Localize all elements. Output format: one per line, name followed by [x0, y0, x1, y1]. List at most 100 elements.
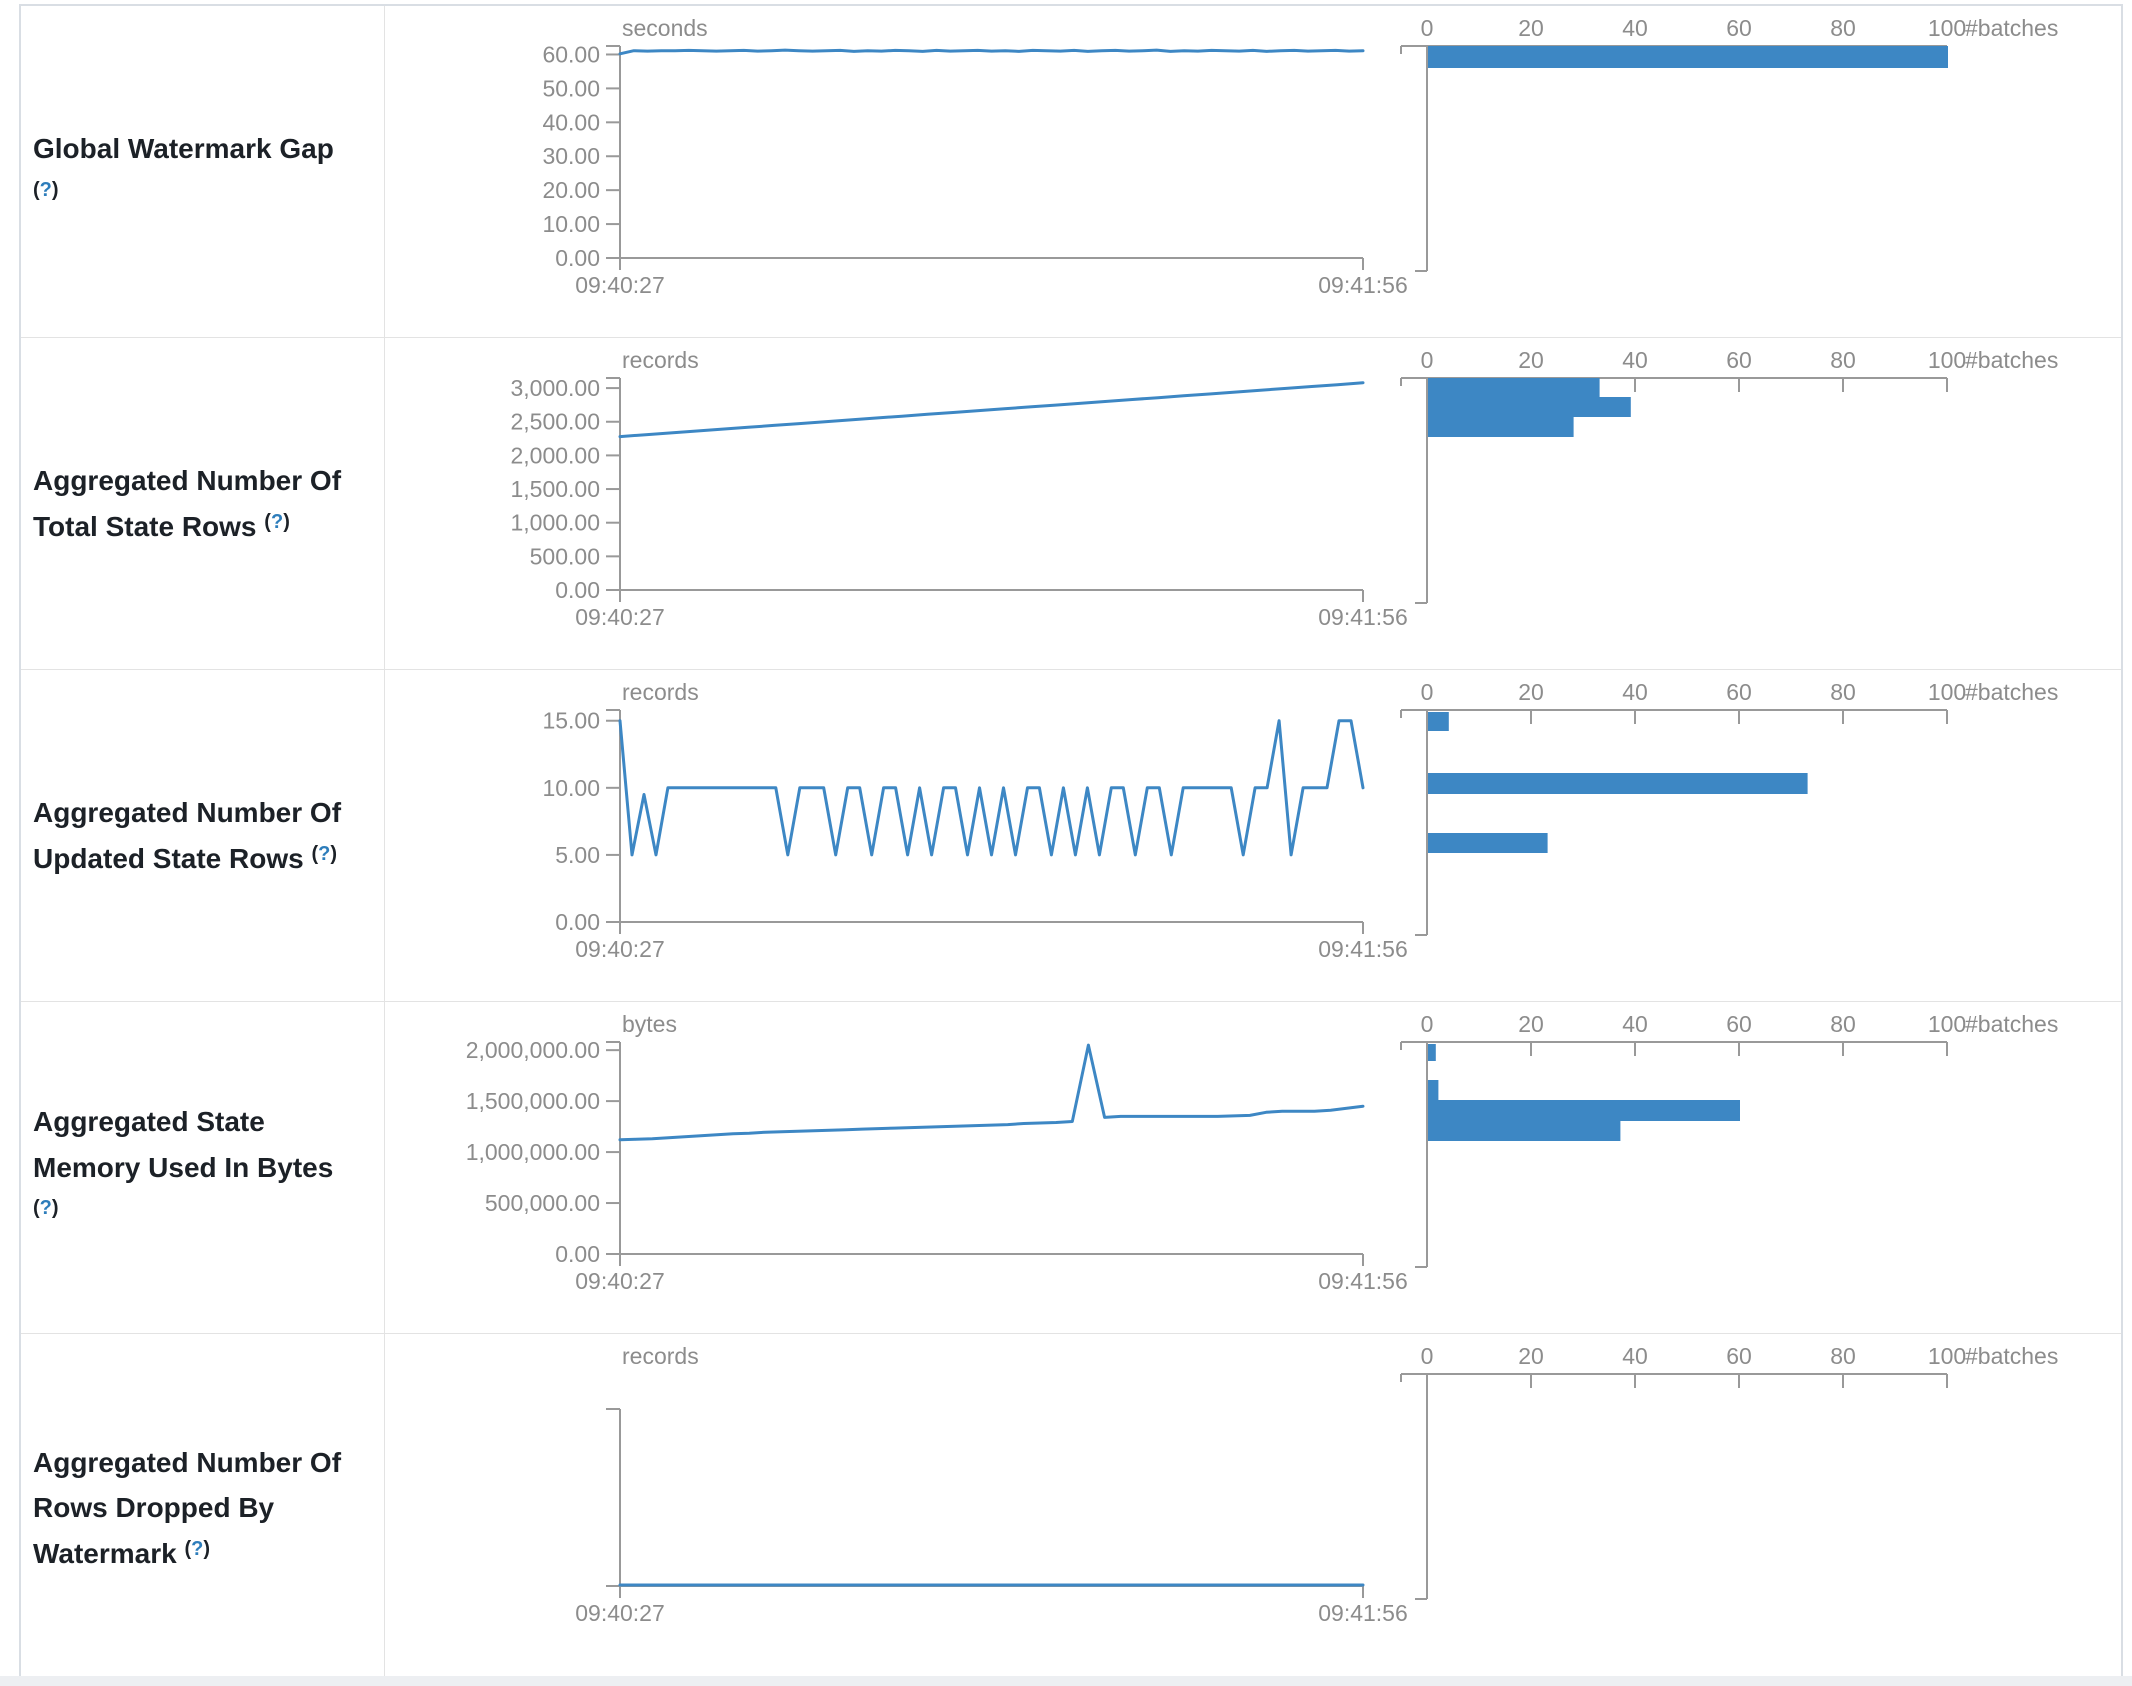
timeline-unit-label: records	[622, 1343, 699, 1369]
metric-name: Aggregated Number Of Total State Rows	[33, 465, 342, 542]
help-link[interactable]: (?)	[33, 179, 59, 201]
metric-name: Aggregated State Memory Used In Bytes	[33, 1106, 334, 1183]
histogram-x-tick-label: 0	[1421, 15, 1434, 41]
help-question-icon: ?	[39, 1197, 52, 1220]
help-paren-close: )	[51, 1197, 59, 1220]
help-paren-open: (	[184, 1537, 192, 1560]
timeline-y-tick-label: 0.00	[555, 1241, 600, 1267]
timeline-x-end-label: 09:41:56	[1318, 1268, 1408, 1294]
metric-row: Aggregated Number Of Rows Dropped By Wat…	[21, 1334, 2121, 1682]
timeline-line	[618, 719, 1365, 857]
histogram-x-tick-label: 40	[1622, 679, 1648, 705]
metric-label-cell: Aggregated Number Of Rows Dropped By Wat…	[21, 1334, 385, 1682]
histogram-x-tick-label: 0	[1421, 679, 1434, 705]
timeline-x-start-label: 09:40:27	[575, 936, 665, 962]
timeline-y-tick-label: 40.00	[542, 109, 600, 135]
histogram-batches-label: #batches	[1965, 679, 2058, 705]
timeline-y-tick-label: 0.00	[555, 245, 600, 271]
histogram-x-tick-label: 20	[1518, 347, 1544, 373]
charts-svg: seconds 60.00 50.00 40.00 30.00 20.00 10.00 0.0…	[542, 15, 2058, 298]
histogram-x-tick-label: 80	[1830, 347, 1856, 373]
timeline-x-start-label: 09:40:27	[575, 604, 665, 630]
timeline-unit-label: bytes	[622, 1011, 677, 1037]
histogram-batches-label: #batches	[1965, 15, 2058, 41]
timeline-y-tick-label: 2,000,000.00	[466, 1037, 600, 1063]
histogram-x-tick-label: 20	[1518, 1343, 1544, 1369]
histogram-bar	[1428, 46, 1948, 68]
timeline-line	[618, 381, 1365, 439]
timeline-unit-label: records	[622, 347, 699, 373]
histogram-x-tick-label: 20	[1518, 15, 1544, 41]
histogram-x-tick-label: 80	[1830, 679, 1856, 705]
metric-name: Aggregated Number Of Updated State Rows	[33, 797, 342, 874]
histogram-x-tick-label: 60	[1726, 347, 1752, 373]
histogram-x-tick-label: 60	[1726, 1343, 1752, 1369]
metric-row: Aggregated State Memory Used In Bytes (?…	[21, 1002, 2121, 1334]
timeline-x-end-label: 09:41:56	[1318, 604, 1408, 630]
histogram-batches-label: #batches	[1965, 1343, 2058, 1369]
chart-cell: records 15.00 10.00 5.00 0.00 09:40:27 09:41:5…	[385, 670, 2127, 1001]
chart-cell: records 09:40:27 09:41:56 0 20 40 60 80 100 #batc…	[385, 1334, 2127, 1682]
timeline-y-tick-label: 1,000.00	[510, 510, 600, 536]
charts-svg: bytes 2,000,000.00 1,500,000.00 1,000,000.0…	[466, 1011, 2059, 1294]
histogram-x-tick-label: 40	[1622, 15, 1648, 41]
timeline-y-tick-label: 1,500,000.00	[466, 1088, 600, 1114]
histogram-bar	[1428, 1044, 1436, 1061]
timeline-y-tick-label: 500.00	[530, 543, 600, 569]
histogram-x-tick-label: 0	[1421, 1011, 1434, 1037]
chart-cell: seconds 60.00 50.00 40.00 30.00 20.00 10.00 0.0…	[385, 6, 2127, 337]
histogram-x-tick-label: 80	[1830, 1011, 1856, 1037]
help-paren-close: )	[283, 510, 290, 533]
timeline-y-tick-label: 3,000.00	[510, 375, 600, 401]
histogram-bar	[1428, 1100, 1740, 1121]
histogram-x-tick-label: 0	[1421, 1343, 1434, 1369]
help-link[interactable]: (?)	[311, 843, 337, 865]
timeline-unit-label: seconds	[622, 15, 708, 41]
timeline-y-tick-label: 500,000.00	[485, 1190, 600, 1216]
timeline-y-tick-label: 10.00	[542, 775, 600, 801]
histogram-x-tick-label: 100	[1928, 679, 1966, 705]
timeline-x-start-label: 09:40:27	[575, 1600, 665, 1626]
chart-cell: records 3,000.00 2,500.00 2,000.00 1,500.00 1…	[385, 338, 2127, 669]
histogram-x-tick-label: 100	[1928, 347, 1966, 373]
charts-svg: records 09:40:27 09:41:56 0 20 40 60 80 100#batc…	[575, 1343, 2058, 1626]
histogram-x-tick-label: 80	[1830, 15, 1856, 41]
metric-label-cell: Aggregated Number Of Total State Rows (?…	[21, 338, 385, 669]
timeline-y-tick-label: 2,000.00	[510, 442, 600, 468]
chart-cell: bytes 2,000,000.00 1,500,000.00 1,000,000.0…	[385, 1002, 2127, 1333]
help-question-icon: ?	[39, 178, 52, 201]
page-bottom-strip	[0, 1676, 2132, 1686]
help-paren-close: )	[203, 1537, 211, 1560]
help-link[interactable]: (?)	[184, 1538, 210, 1560]
help-link[interactable]: (?)	[264, 511, 290, 533]
timeline-y-tick-label: 20.00	[542, 177, 600, 203]
histogram-x-tick-label: 20	[1518, 679, 1544, 705]
timeline-y-tick-label: 0.00	[555, 909, 600, 935]
timeline-x-start-label: 09:40:27	[575, 1268, 665, 1294]
metric-row: Aggregated Number Of Total State Rows (?…	[21, 338, 2121, 670]
timeline-y-tick-label: 0.00	[555, 577, 600, 603]
timeline-y-tick-label: 1,000,000.00	[466, 1139, 600, 1165]
histogram-x-tick-label: 60	[1726, 1011, 1752, 1037]
help-question-icon: ?	[270, 510, 284, 533]
timeline-y-tick-label: 1,500.00	[510, 476, 600, 502]
metric-name: Aggregated Number Of Rows Dropped By Wat…	[33, 1446, 342, 1569]
timeline-y-tick-label: 10.00	[542, 211, 600, 237]
histogram-x-tick-label: 60	[1726, 679, 1752, 705]
histogram-x-tick-label: 40	[1622, 1011, 1648, 1037]
charts-svg: records 3,000.00 2,500.00 2,000.00 1,500.00 1…	[510, 347, 2058, 630]
timeline-line	[618, 1043, 1365, 1142]
histogram-x-tick-label: 100	[1928, 1011, 1966, 1037]
timeline-x-end-label: 09:41:56	[1318, 272, 1408, 298]
timeline-y-tick-label: 50.00	[542, 75, 600, 101]
histogram-x-tick-label: 100	[1928, 15, 1966, 41]
help-paren-open: (	[264, 510, 271, 533]
help-link[interactable]: (?)	[33, 1197, 59, 1219]
help-paren-open: (	[311, 842, 319, 865]
histogram-bar	[1428, 378, 1600, 397]
histogram-x-tick-label: 0	[1421, 347, 1434, 373]
metric-row: Aggregated Number Of Updated State Rows …	[21, 670, 2121, 1002]
help-paren-open: (	[33, 1197, 40, 1220]
help-paren-close: )	[51, 178, 59, 201]
timeline-y-tick-label: 2,500.00	[510, 409, 600, 435]
